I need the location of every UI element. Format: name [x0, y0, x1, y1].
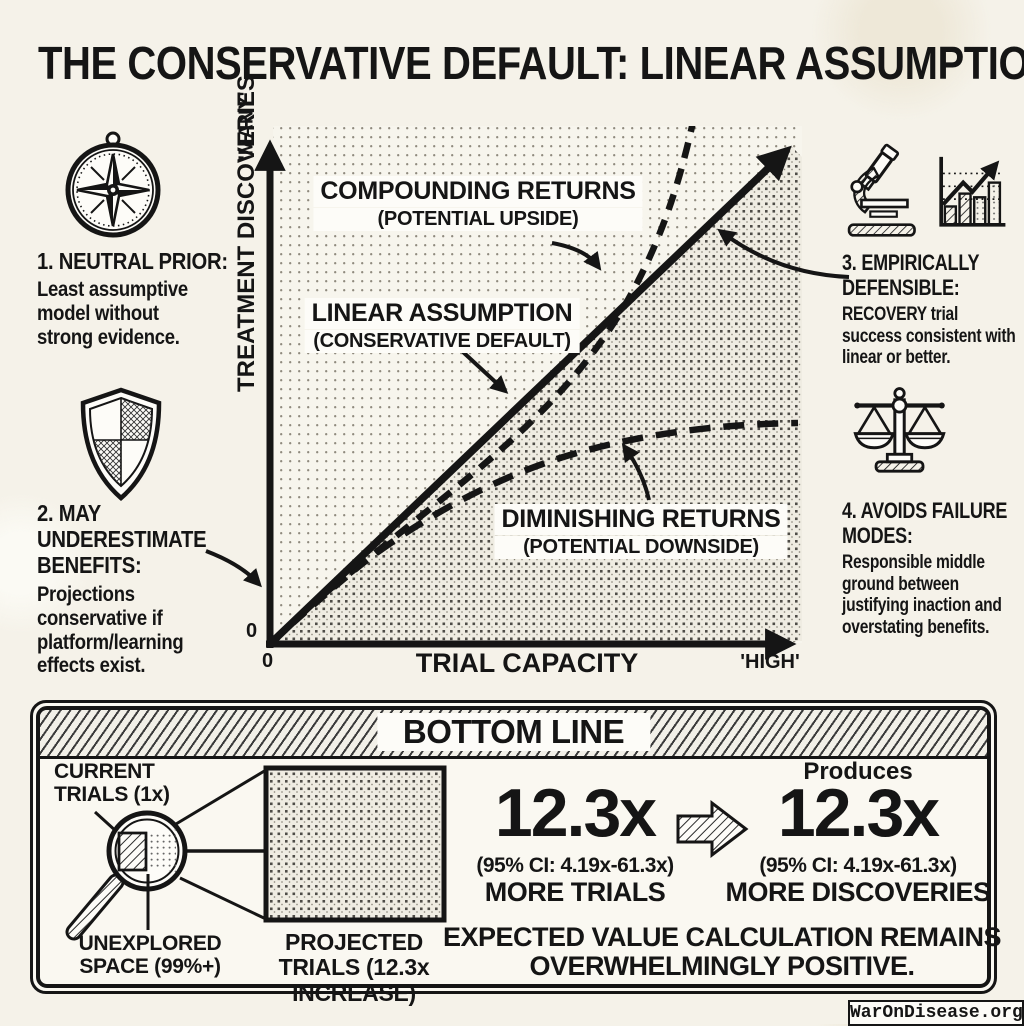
bottom-line-box-inner: BOTTOM LINE: [36, 706, 991, 988]
note-3-heading: 3. EMPIRICALLY DEFENSIBLE:: [842, 250, 979, 301]
linear-label-arrow: [461, 350, 509, 394]
note-3-empirically-defensible: 3. EMPIRICALLY DEFENSIBLE: RECOVERY tria…: [842, 250, 1018, 369]
bottom-line-header: BOTTOM LINE: [376, 713, 651, 751]
microscope-icon: [842, 138, 926, 246]
scales-icon: [846, 386, 954, 486]
note-1-body: Least assumptive model without strong ev…: [37, 278, 188, 350]
x-axis-origin-label: 0: [262, 650, 274, 672]
compounding-label-arrow: [551, 241, 602, 271]
note-1-heading: 1. NEUTRAL PRIOR:: [37, 248, 228, 274]
linear-assumption-label: LINEAR ASSUMPTION (CONSERVATIVE DEFAULT): [304, 298, 580, 353]
bottom-line-box: BOTTOM LINE: [30, 700, 997, 994]
x-axis-title: TRIAL CAPACITY: [415, 648, 639, 678]
bottom-line-header-band: BOTTOM LINE: [40, 710, 987, 759]
trials-multiplier: 12.3x: [494, 775, 657, 851]
trials-ci: (95% CI: 4.19x-61.3x): [476, 854, 674, 877]
shield-icon: [74, 386, 169, 504]
current-trials-label: CURRENT TRIALS (1x): [54, 760, 170, 807]
y-axis-origin-label: 0: [246, 620, 258, 642]
note-3-body: RECOVERY trial success consistent with l…: [842, 304, 1016, 369]
discoveries-ci: (95% CI: 4.19x-61.3x): [759, 854, 957, 877]
discoveries-multiplier: 12.3x: [777, 775, 940, 851]
note-4-avoids-failure-modes: 4. AVOIDS FAILURE MODES: Responsible mid…: [842, 498, 1018, 639]
unexplored-space-label: UNEXPLORED SPACE (99%+): [78, 932, 222, 979]
compounding-returns-label: COMPOUNDING RETURNS (POTENTIAL UPSIDE): [313, 176, 643, 231]
note-4-heading: 4. AVOIDS FAILURE MODES:: [842, 498, 1008, 549]
note-2-underestimate: 2. MAY UNDERESTIMATE BENEFITS: Projectio…: [37, 500, 239, 678]
trials-caption: MORE TRIALS: [484, 877, 666, 907]
bar-chart-icon: [932, 150, 1010, 240]
diminishing-returns-label: DIMINISHING RETURNS (POTENTIAL DOWNSIDE): [494, 504, 788, 559]
produces-label: Produces: [803, 758, 913, 785]
note3-arrow: [717, 228, 850, 279]
note-2-body: Projections conservative if platform/lea…: [37, 582, 184, 678]
note-1-neutral-prior: 1. NEUTRAL PRIOR: Least assumptive model…: [37, 248, 239, 350]
watermark: WarOnDisease.org: [848, 1000, 1024, 1026]
compass-icon: [58, 130, 168, 242]
page-title: THE CONSERVATIVE DEFAULT: LINEAR ASSUMPT…: [38, 37, 1024, 89]
diminishing-label-arrow: [621, 443, 651, 501]
note-2-heading: 2. MAY UNDERESTIMATE BENEFITS:: [37, 500, 207, 579]
note-4-body: Responsible middle ground between justif…: [842, 552, 1002, 639]
conclusion-line-2: OVERWHELMINGLY POSITIVE.: [529, 951, 915, 981]
conclusion-line-1: EXPECTED VALUE CALCULATION REMAINS: [442, 922, 1002, 952]
x-axis-max-label: 'HIGH': [740, 651, 800, 673]
discoveries-caption: MORE DISCOVERIES: [725, 877, 991, 907]
projected-trials-label: PROJECTED TRIALS (12.3x INCREASE): [278, 929, 430, 1006]
